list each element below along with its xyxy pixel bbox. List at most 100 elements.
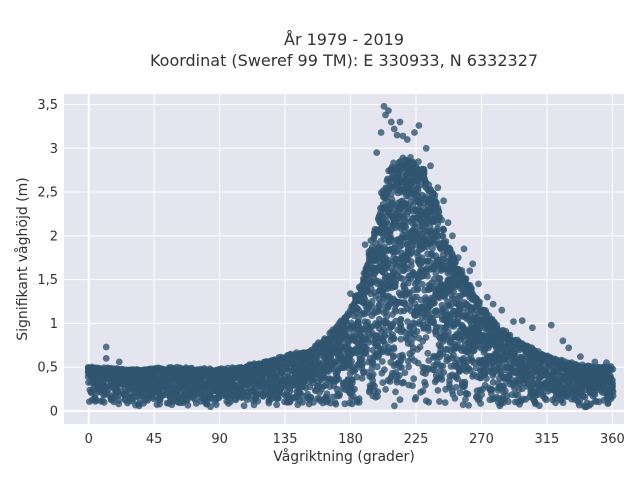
data-point bbox=[396, 372, 403, 379]
x-tick-label: 0 bbox=[85, 432, 93, 447]
data-point bbox=[385, 107, 392, 114]
data-point bbox=[433, 199, 440, 206]
y-tick-label: 0 bbox=[50, 404, 58, 419]
data-point bbox=[401, 369, 409, 377]
data-point bbox=[398, 364, 405, 371]
data-point bbox=[439, 232, 447, 240]
data-point bbox=[430, 299, 438, 307]
data-point bbox=[461, 275, 469, 283]
data-point bbox=[397, 316, 404, 323]
data-points bbox=[84, 102, 617, 411]
data-point bbox=[374, 308, 382, 315]
data-point bbox=[411, 220, 419, 228]
data-point bbox=[390, 344, 398, 352]
data-point bbox=[575, 399, 582, 406]
data-point bbox=[510, 318, 517, 325]
data-point bbox=[381, 332, 389, 340]
data-point bbox=[212, 401, 220, 408]
data-point bbox=[439, 362, 447, 370]
data-point bbox=[462, 396, 469, 403]
data-point bbox=[371, 382, 378, 390]
data-point bbox=[591, 358, 599, 366]
data-point bbox=[405, 363, 412, 371]
data-point bbox=[374, 388, 382, 395]
data-point bbox=[435, 274, 443, 282]
data-point bbox=[100, 398, 108, 406]
data-point bbox=[489, 300, 497, 308]
data-point bbox=[535, 402, 543, 410]
data-point bbox=[416, 181, 424, 189]
data-point bbox=[489, 378, 497, 386]
y-tick-label: 0,5 bbox=[37, 361, 58, 376]
data-point bbox=[458, 267, 466, 274]
data-point bbox=[390, 334, 397, 342]
data-point bbox=[399, 354, 407, 361]
data-point bbox=[483, 375, 490, 382]
data-point bbox=[441, 399, 449, 406]
data-point bbox=[381, 366, 388, 374]
data-point bbox=[393, 131, 401, 139]
data-point bbox=[156, 400, 164, 408]
data-point bbox=[469, 260, 477, 268]
data-point bbox=[430, 318, 438, 326]
data-point bbox=[416, 343, 424, 351]
data-point bbox=[358, 355, 366, 363]
data-point bbox=[559, 337, 567, 345]
y-tick-label: 1,5 bbox=[37, 273, 58, 288]
data-point bbox=[514, 391, 522, 399]
y-tick-labels: 0 0,5 1 1,5 2 2,5 3 3,5 bbox=[37, 98, 58, 419]
data-point bbox=[413, 328, 421, 335]
data-point bbox=[348, 357, 355, 365]
y-tick-label: 3 bbox=[50, 142, 58, 157]
data-point bbox=[433, 311, 441, 319]
data-point bbox=[299, 398, 306, 406]
data-point bbox=[184, 401, 192, 409]
x-tick-label: 270 bbox=[469, 432, 494, 447]
x-tick-label: 180 bbox=[338, 432, 363, 447]
data-point bbox=[434, 184, 442, 192]
data-point bbox=[559, 399, 567, 407]
data-point bbox=[403, 136, 411, 143]
data-point bbox=[452, 383, 460, 391]
y-tick-label: 3,5 bbox=[37, 98, 58, 113]
data-point bbox=[581, 393, 589, 401]
data-point bbox=[410, 375, 418, 383]
data-point bbox=[386, 230, 394, 238]
data-point bbox=[517, 353, 525, 361]
data-point bbox=[547, 321, 555, 329]
data-point bbox=[401, 299, 408, 306]
data-point bbox=[477, 400, 484, 407]
data-point bbox=[565, 344, 573, 352]
data-point bbox=[465, 402, 472, 409]
data-point bbox=[422, 381, 429, 389]
data-point bbox=[380, 102, 388, 110]
data-point bbox=[351, 385, 358, 393]
data-point bbox=[609, 383, 616, 391]
data-point bbox=[244, 392, 252, 400]
data-point bbox=[422, 334, 430, 341]
data-point bbox=[348, 394, 355, 402]
x-tick-label: 90 bbox=[211, 432, 228, 447]
data-point bbox=[355, 398, 363, 406]
data-point bbox=[396, 396, 404, 404]
y-tick-label: 2 bbox=[50, 229, 58, 244]
chart-title-line-2: Koordinat (Sweref 99 TM): E 330933, N 63… bbox=[150, 51, 538, 70]
data-point bbox=[577, 353, 584, 360]
data-point bbox=[420, 166, 428, 173]
data-point bbox=[390, 352, 397, 360]
data-point bbox=[407, 258, 415, 265]
data-point bbox=[451, 395, 459, 402]
data-point bbox=[397, 335, 405, 343]
x-tick-label: 360 bbox=[600, 432, 625, 447]
data-point bbox=[115, 396, 122, 404]
data-point bbox=[102, 343, 110, 351]
data-point bbox=[252, 391, 260, 399]
data-point bbox=[449, 232, 456, 240]
data-point bbox=[422, 144, 430, 152]
data-point bbox=[383, 313, 390, 321]
data-point bbox=[391, 283, 399, 291]
data-point bbox=[459, 401, 467, 409]
data-point bbox=[254, 397, 262, 405]
data-point bbox=[609, 365, 617, 373]
